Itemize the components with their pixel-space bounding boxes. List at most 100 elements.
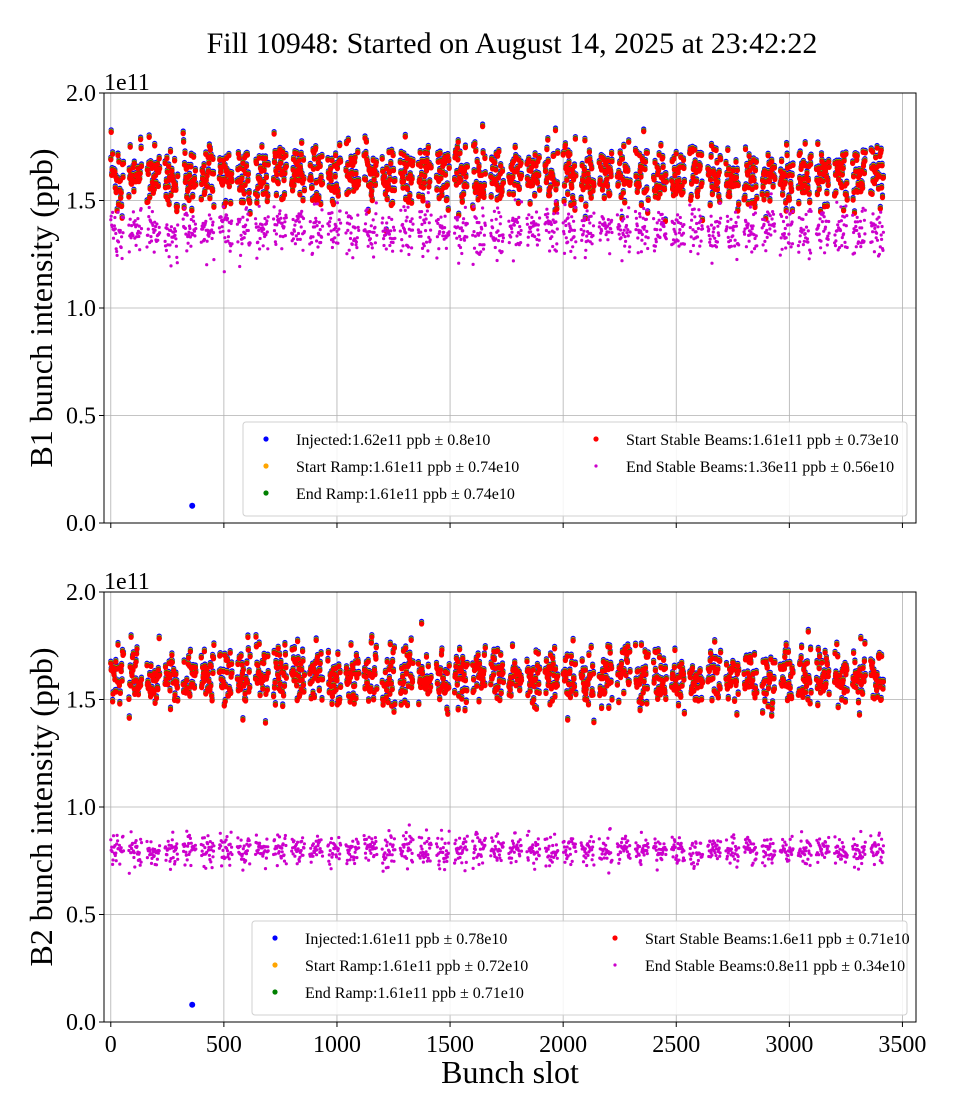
point-start_stable (734, 168, 740, 174)
point-start_stable (802, 141, 808, 147)
point-start_stable (455, 139, 461, 145)
point-start_stable (709, 192, 716, 198)
point-start_stable (301, 176, 307, 182)
point-start_stable (587, 156, 593, 163)
point-start_stable (547, 193, 553, 199)
point-start_stable (229, 171, 235, 177)
point-start_stable (241, 191, 247, 197)
point-start_stable (118, 190, 124, 196)
point-start_stable (261, 179, 267, 185)
point-start_stable (473, 148, 479, 154)
point-start_stable (699, 181, 705, 187)
point-start_stable (620, 190, 626, 196)
point-start_stable (671, 156, 677, 162)
point-start_stable (820, 179, 826, 185)
point-start_stable (742, 195, 748, 201)
point-start_stable (345, 138, 351, 144)
point-start_stable (138, 163, 145, 170)
point-start_stable (725, 147, 731, 153)
point-start_stable (240, 200, 246, 206)
point-start_stable (656, 168, 662, 174)
point-start_stable (198, 197, 204, 203)
point-start_stable (723, 161, 729, 167)
point-start_stable (169, 168, 175, 174)
point-start_stable (202, 189, 208, 195)
point-start_stable (372, 182, 378, 188)
point-start_stable (597, 177, 603, 183)
point-start_stable (204, 173, 210, 179)
point-start_stable (562, 142, 569, 148)
point-start_stable (532, 193, 538, 199)
point-start_stable (547, 184, 554, 191)
point-start_stable (297, 192, 303, 198)
point-start_stable (699, 152, 705, 159)
point-start_stable (201, 163, 207, 169)
point-start_stable (313, 145, 319, 151)
point-start_stable (476, 164, 482, 170)
point-start_stable (496, 149, 502, 155)
point-start_stable (165, 197, 171, 203)
point-start_stable (290, 188, 296, 194)
point-start_stable (789, 188, 795, 194)
point-start_stable (147, 195, 153, 201)
point-start_stable (417, 150, 423, 156)
point-start_stable (424, 151, 430, 157)
point-start_stable (814, 192, 821, 198)
point-start_stable (825, 178, 831, 184)
point-start_stable (789, 173, 795, 179)
point-start_stable (760, 184, 766, 190)
point-start_stable (381, 173, 388, 179)
point-start_stable (482, 171, 488, 177)
point-start_stable (444, 182, 450, 188)
point-start_stable (464, 164, 470, 170)
point-start_stable (553, 187, 559, 193)
point-start_stable (362, 177, 369, 183)
point-start_stable (767, 198, 773, 204)
point-start_stable (146, 134, 152, 140)
point-start_stable (271, 131, 277, 137)
point-start_stable (388, 161, 394, 167)
point-start_stable (492, 160, 498, 166)
point-start_stable (851, 174, 857, 180)
point-start_stable (182, 150, 188, 156)
point-start_stable (621, 144, 627, 150)
point-start_stable (311, 156, 317, 162)
point-start_stable (638, 174, 644, 180)
point-start_stable (759, 192, 765, 198)
point-start_stable (681, 179, 688, 185)
point-start_stable (299, 140, 305, 146)
point-start_stable (816, 187, 822, 193)
point-start_stable (644, 186, 650, 193)
point-start_stable (529, 183, 536, 189)
point-start_stable (438, 175, 444, 182)
point-start_stable (371, 177, 377, 183)
point-start_stable (334, 166, 340, 172)
point-start_stable (660, 155, 666, 161)
point-start_stable (112, 169, 118, 175)
point-start_stable (518, 173, 525, 179)
point-start_stable (226, 184, 232, 190)
point-start_stable (480, 124, 486, 130)
point-start_stable (493, 167, 499, 173)
point-start_stable (771, 165, 778, 171)
point-start_stable (296, 158, 302, 164)
point-start_stable (779, 159, 785, 165)
point-start_stable (191, 154, 197, 160)
point-start_stable (151, 187, 157, 193)
point-start_stable (661, 187, 668, 193)
point-start_stable (733, 159, 739, 165)
point-start_stable (840, 166, 846, 172)
point-start_stable (807, 200, 813, 206)
point-start_stable (254, 193, 260, 199)
point-start_stable (166, 202, 172, 208)
point-start_stable (417, 177, 423, 183)
point-start_stable (641, 129, 647, 135)
point-start_stable (172, 182, 179, 188)
point-start_stable (651, 177, 657, 183)
point-start_stable (229, 179, 235, 185)
point-start_stable (552, 128, 559, 134)
point-start_stable (569, 185, 575, 191)
point-start_stable (115, 153, 121, 159)
point-start_stable (226, 153, 232, 159)
point-start_stable (753, 159, 759, 165)
